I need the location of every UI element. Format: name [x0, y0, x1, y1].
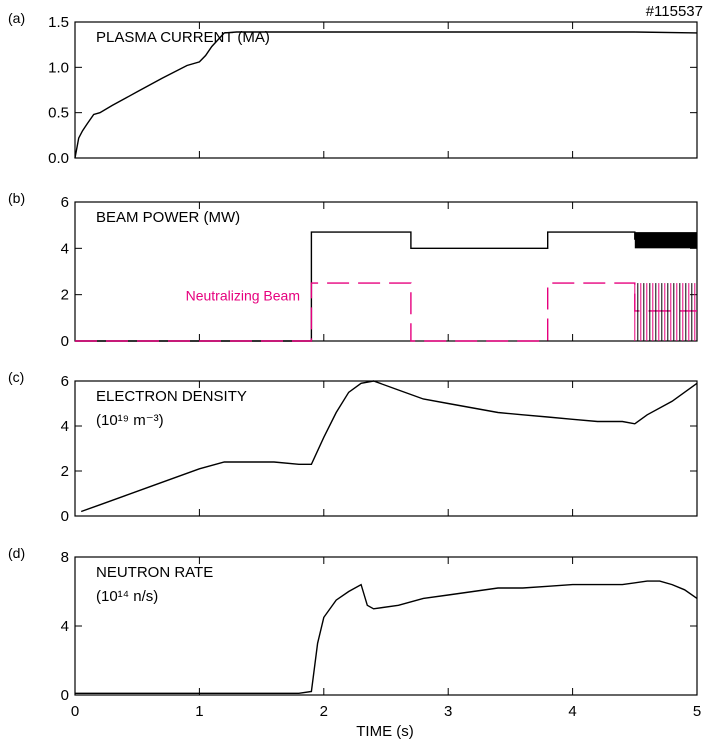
y-tick-label: 6: [61, 373, 69, 390]
panel-title-units: (10¹⁹ m⁻³): [96, 412, 164, 429]
x-tick-label: 2: [320, 703, 328, 720]
y-tick-label: 0.0: [48, 150, 69, 167]
y-tick-label: 0.5: [48, 105, 69, 122]
panel-letter: (b): [8, 190, 25, 206]
panel-title-units: (10¹⁴ n/s): [96, 588, 158, 605]
y-tick-label: 1.5: [48, 14, 69, 31]
y-tick-label: 1.0: [48, 59, 69, 76]
panel-letter: (a): [8, 10, 25, 26]
x-tick-label: 0: [71, 703, 79, 720]
panel-2: 0 2 4 6 (b) BEAM POWER (MW) Neutralizing Beam: [8, 190, 698, 350]
y-tick-label: 0: [61, 333, 69, 350]
y-tick-label: 0: [61, 687, 69, 704]
panel-title: NEUTRON RATE: [96, 564, 213, 581]
y-tick-label: 4: [61, 418, 69, 435]
panel-3: 0 2 4 6 (c) ELECTRON DENSITY (10¹⁹ m⁻³): [8, 369, 698, 525]
y-tick-label: 6: [61, 194, 69, 211]
y-tick-label: 8: [61, 549, 69, 566]
y-tick-label: 4: [61, 618, 69, 635]
x-tick-label: 3: [444, 703, 452, 720]
y-tick-label: 0: [61, 508, 69, 525]
series-line-2: [75, 282, 697, 342]
plot-frame: [74, 201, 698, 342]
panel-letter: (c): [8, 369, 24, 385]
panel-4: 0 4 8 0 1 2 3 4 5 (d) NEUTRON RATE (10¹⁴ n/s): [8, 545, 701, 720]
plot-frame: [74, 380, 698, 517]
x-tick-label: 1: [195, 703, 203, 720]
panel-1: 0.00.51.01.5(a)PLASMA CURRENT (MA): [8, 10, 698, 167]
series-line-1: [75, 580, 698, 694]
shot-number: #115537: [646, 3, 703, 20]
y-tick-label: 2: [61, 463, 69, 480]
series-line-1: [75, 231, 697, 342]
y-tick-label: 2: [61, 287, 69, 304]
x-tick-label: 5: [693, 703, 701, 720]
panels: 0.00.51.01.5(a)PLASMA CURRENT (MA)0246(b…: [8, 10, 701, 720]
x-axis-label: TIME (s): [356, 723, 414, 740]
panel-title: BEAM POWER (MW): [96, 209, 240, 226]
neutralizing-beam-label: Neutralizing Beam: [186, 287, 300, 303]
modulated-beam-block: [634, 232, 697, 249]
series-line-1: [80, 380, 698, 513]
panel-letter: (d): [8, 545, 25, 561]
y-tick-label: 4: [61, 240, 69, 257]
series-line-1: [74, 31, 698, 159]
plot-frame: [74, 21, 698, 159]
panel-title: ELECTRON DENSITY: [96, 388, 247, 405]
x-tick-label: 4: [568, 703, 576, 720]
